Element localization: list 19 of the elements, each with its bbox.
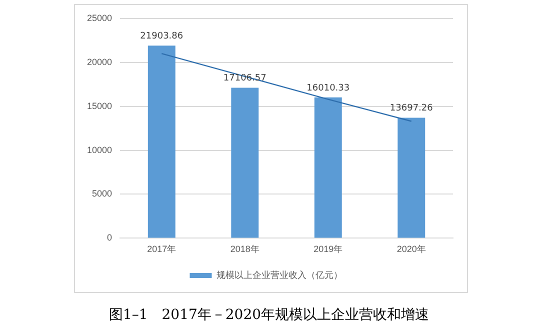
y-tick-label: 25000 xyxy=(86,12,112,23)
y-tick-label: 10000 xyxy=(86,144,112,155)
y-tick-label: 20000 xyxy=(86,56,112,67)
bar xyxy=(231,88,259,238)
legend-label: 规模以上企业营业收入（亿元） xyxy=(216,270,342,280)
bar xyxy=(314,97,342,238)
x-tick-label: 2018年 xyxy=(230,244,260,254)
y-tick-label: 5000 xyxy=(92,188,112,199)
y-tick-label: 15000 xyxy=(86,100,112,111)
x-tick-label: 2017年 xyxy=(147,244,176,254)
bar xyxy=(148,46,176,238)
y-tick-label: 0 xyxy=(107,232,112,243)
bar xyxy=(398,118,426,238)
data-label: 16010.33 xyxy=(306,83,350,94)
data-label: 13697.26 xyxy=(390,104,434,114)
x-tick-label: 2019年 xyxy=(314,244,343,254)
data-label: 21903.86 xyxy=(140,31,184,42)
x-tick-label: 2020年 xyxy=(396,244,426,254)
caption: 图1–1 2017年－2020年规模以上企业营收和增速 xyxy=(108,306,430,324)
